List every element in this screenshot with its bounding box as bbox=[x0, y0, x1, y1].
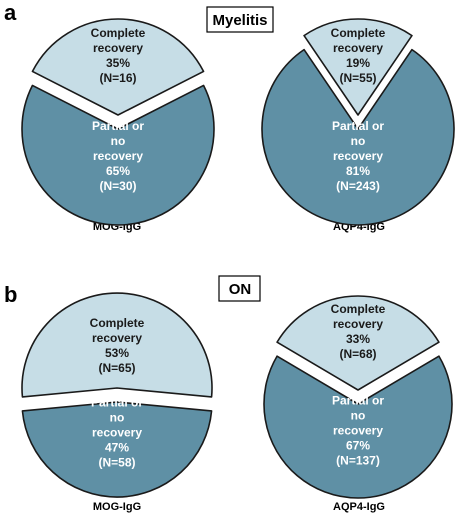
myelitis-aqp4-igg-complete-recovery-label-line: recovery bbox=[333, 41, 383, 55]
on-mog-igg-partial-recovery-label-line: Partial or bbox=[91, 395, 143, 409]
myelitis-mog-igg-complete-recovery-label-line: recovery bbox=[93, 41, 143, 55]
on-aqp4-igg-complete-recovery-label-line: 33% bbox=[346, 332, 370, 346]
on-mog-igg-partial-recovery-label-line: recovery bbox=[92, 425, 142, 439]
myelitis-mog-igg-complete-recovery-slice bbox=[31, 18, 205, 116]
on-title: ON bbox=[229, 281, 252, 298]
on-mog-igg-label: MOG-IgG bbox=[93, 501, 141, 513]
myelitis-aqp4-igg-complete-recovery-label-line: Complete bbox=[331, 26, 386, 40]
on-aqp4-igg-complete-recovery-slice bbox=[276, 295, 440, 391]
myelitis-mog-igg-complete-recovery-label-line: (N=16) bbox=[99, 71, 136, 85]
myelitis-aqp4-igg-partial-recovery-slice bbox=[261, 48, 455, 226]
on-mog-igg-partial-recovery-label-line: (N=58) bbox=[98, 455, 135, 469]
myelitis-aqp4-igg-partial-recovery-label-line: no bbox=[351, 134, 366, 148]
myelitis-mog-igg-complete-recovery-label-line: Complete bbox=[91, 26, 146, 40]
myelitis-mog-igg-partial-recovery-label-line: no bbox=[111, 134, 126, 148]
on-aqp4-igg-partial-recovery-slice bbox=[263, 355, 453, 499]
myelitis-title-box bbox=[206, 6, 274, 33]
on-mog-igg-partial-recovery-slice bbox=[21, 401, 213, 498]
on-mog-igg-complete-recovery-label-line: recovery bbox=[92, 331, 142, 345]
on-aqp4-igg-partial-recovery-label-line: recovery bbox=[333, 423, 383, 437]
myelitis-mog-igg-partial-recovery-slice bbox=[21, 84, 215, 226]
on-aqp4-igg-complete-recovery-label-line: recovery bbox=[333, 317, 383, 331]
on-aqp4-igg-complete-recovery-label-line: Complete bbox=[331, 302, 386, 316]
myelitis-aqp4-igg-partial-recovery-label-line: 81% bbox=[346, 164, 370, 178]
myelitis-mog-igg-partial-recovery-label-line: (N=30) bbox=[99, 179, 136, 193]
myelitis-title: Myelitis bbox=[212, 12, 267, 29]
on-aqp4-igg-complete-recovery-label-line: (N=68) bbox=[339, 347, 376, 361]
on-aqp4-igg-partial-recovery-label-line: 67% bbox=[346, 438, 370, 452]
myelitis-aqp4-igg-partial-recovery-label-line: Partial or bbox=[332, 119, 384, 133]
myelitis-aqp4-igg-complete-recovery-slice bbox=[303, 18, 413, 116]
on-mog-igg-partial-recovery-label-line: no bbox=[110, 410, 125, 424]
on-aqp4-igg-partial-recovery-label-line: no bbox=[351, 408, 366, 422]
myelitis-aqp4-igg-complete-recovery-label-line: (N=55) bbox=[339, 71, 376, 85]
on-mog-igg-complete-recovery-label-line: 53% bbox=[105, 346, 129, 360]
panel-letter-a: a bbox=[4, 0, 17, 25]
on-aqp4-igg-partial-recovery-label-line: Partial or bbox=[332, 393, 384, 407]
myelitis-mog-igg-partial-recovery-label-line: Partial or bbox=[92, 119, 144, 133]
myelitis-mog-igg-complete-recovery-label-line: 35% bbox=[106, 56, 130, 70]
myelitis-aqp4-igg-complete-recovery-label-line: 19% bbox=[346, 56, 370, 70]
on-aqp4-igg-label: AQP4-IgG bbox=[333, 501, 385, 513]
on-mog-igg-complete-recovery-label-line: Complete bbox=[90, 316, 145, 330]
myelitis-mog-igg-partial-recovery-label-line: 65% bbox=[106, 164, 130, 178]
myelitis-aqp4-igg-partial-recovery-label-line: (N=243) bbox=[336, 179, 380, 193]
on-mog-igg-complete-recovery-slice bbox=[21, 292, 213, 398]
myelitis-mog-igg-partial-recovery-label-line: recovery bbox=[93, 149, 143, 163]
on-aqp4-igg-partial-recovery-label-line: (N=137) bbox=[336, 453, 380, 467]
panel-letter-b: b bbox=[4, 282, 17, 307]
myelitis-aqp4-igg-partial-recovery-label-line: recovery bbox=[333, 149, 383, 163]
on-mog-igg-complete-recovery-label-line: (N=65) bbox=[98, 361, 135, 375]
on-title-box bbox=[218, 275, 261, 302]
on-mog-igg-partial-recovery-label-line: 47% bbox=[105, 440, 129, 454]
